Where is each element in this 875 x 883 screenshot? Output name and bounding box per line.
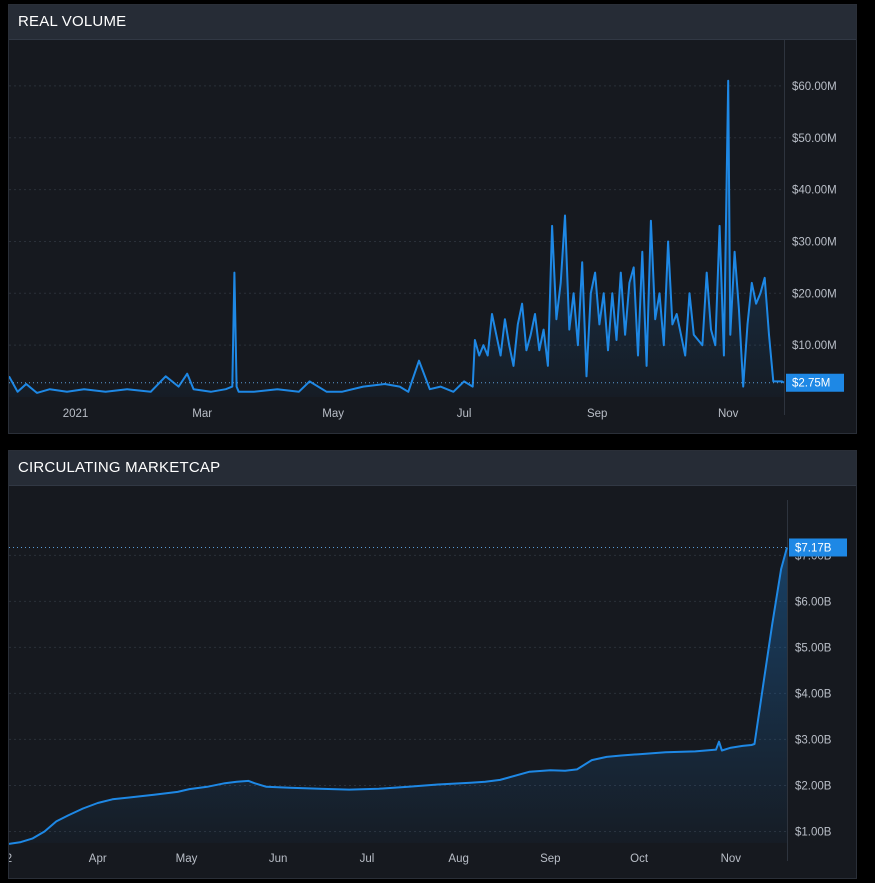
x-tick-label: 2021: [63, 408, 89, 420]
last-value-tag: [789, 538, 847, 557]
y-tick-label: $3.00B: [795, 734, 832, 746]
y-tick-label: $5.00B: [795, 642, 832, 654]
real-volume-panel: REAL VOLUME $10.00M $20.00M $30.00M $40.00M…: [8, 4, 857, 434]
series-line: [9, 547, 788, 845]
circulating-marketcap-chart[interactable]: $1.00B$2.00B$3.00B$4.00B$5.00B$6.00B$7.0…: [9, 486, 856, 878]
x-tick-label: May: [322, 408, 344, 420]
x-tick-label: May: [176, 853, 198, 865]
real-volume-chart[interactable]: $10.00M $20.00M $30.00M $40.00M $50.00M $60.0…: [9, 40, 856, 433]
x-tick-label: Apr: [89, 853, 107, 865]
y-tick-label: $60.00M: [792, 81, 837, 93]
y-tick-label: $20.00M: [792, 288, 837, 300]
last-value-label: $7.17B: [795, 542, 832, 554]
x-tick-label: Mar: [192, 408, 212, 420]
x-tick-label: Jun: [269, 853, 288, 865]
y-tick-label: $40.00M: [792, 185, 837, 197]
y-tick-label: $10.00M: [792, 340, 837, 352]
x-tick-label: 2: [9, 853, 12, 865]
y-tick-label: $4.00B: [795, 688, 832, 700]
series-area: [9, 80, 784, 397]
circulating-marketcap-panel: CIRCULATING MARKETCAP $1.00B $2.00B $3.00B…: [8, 450, 857, 879]
x-tick-label: Nov: [718, 408, 739, 420]
y-tick-label: $1.00B: [795, 826, 832, 838]
x-tick-label: Sep: [540, 853, 560, 865]
x-tick-label: Aug: [448, 853, 468, 865]
y-tick-label: $2.00B: [795, 780, 832, 792]
x-tick-label: Nov: [721, 853, 742, 865]
series-area: [9, 547, 787, 844]
y-tick-label: $6.00B: [795, 596, 832, 608]
x-tick-label: Oct: [630, 853, 649, 865]
x-tick-label: Jul: [457, 408, 472, 420]
y-tick-label: $50.00M: [792, 133, 837, 145]
real-volume-title: REAL VOLUME: [9, 5, 856, 40]
last-value-tag: [786, 373, 844, 392]
x-tick-label: Sep: [587, 408, 607, 420]
last-value-label: $2.75M: [792, 378, 830, 390]
x-tick-label: Jul: [360, 853, 375, 865]
y-tick-label: $30.00M: [792, 236, 837, 248]
circulating-marketcap-title: CIRCULATING MARKETCAP: [9, 451, 856, 486]
series-line: [9, 79, 785, 394]
